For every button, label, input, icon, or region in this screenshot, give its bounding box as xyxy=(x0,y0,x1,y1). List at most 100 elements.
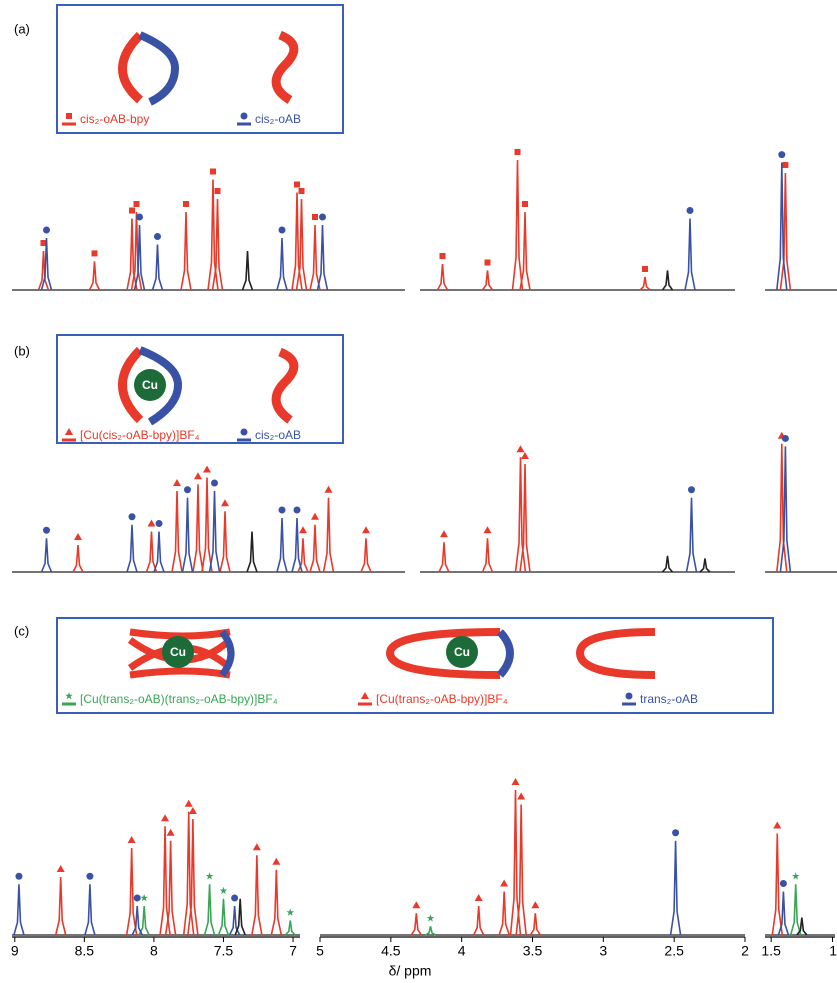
peak-marker xyxy=(136,213,143,221)
peak xyxy=(529,913,542,936)
peak xyxy=(246,531,258,573)
peak xyxy=(776,443,788,573)
legend-label: [Cu(trans₂-oAB)(trans₂-oAB-bpy)]BF₄ xyxy=(80,692,278,706)
peak xyxy=(37,250,50,291)
peak xyxy=(771,833,784,936)
peak-marker xyxy=(298,188,305,194)
peak-marker xyxy=(40,240,47,246)
peak xyxy=(436,263,449,291)
x-tick-label: 3 xyxy=(599,943,607,959)
peak xyxy=(72,544,84,573)
svg-text:Cu: Cu xyxy=(142,378,158,392)
legend-box-a xyxy=(56,4,344,134)
peak xyxy=(777,891,790,936)
peak-marker xyxy=(66,113,72,119)
peak xyxy=(639,276,651,291)
peak-marker xyxy=(155,520,163,527)
x-axis-label: δ/ ppm xyxy=(389,963,432,979)
peak xyxy=(40,237,53,291)
peak-marker xyxy=(642,266,648,272)
peak xyxy=(40,538,53,573)
peak-marker xyxy=(15,872,23,880)
peak xyxy=(192,484,204,573)
legend-label: [Cu(cis₂-oAB-bpy)]BF₄ xyxy=(80,428,200,442)
peak xyxy=(217,898,230,936)
peak-marker xyxy=(127,836,136,843)
peak xyxy=(661,555,674,573)
peak-marker xyxy=(278,226,286,234)
peak xyxy=(126,524,138,573)
peak-marker xyxy=(531,901,540,909)
peak-marker xyxy=(522,201,528,207)
panel-label: (a) xyxy=(14,21,30,36)
x-tick-label: 2.5 xyxy=(664,943,684,959)
legend-label: cis₂-oAB xyxy=(255,428,301,442)
x-tick-label: 7 xyxy=(289,943,297,959)
peak-marker xyxy=(779,880,787,887)
peak xyxy=(699,558,711,573)
peak-marker xyxy=(278,506,286,514)
peak xyxy=(54,876,67,936)
peak-marker xyxy=(183,201,189,207)
peak-marker xyxy=(672,829,680,837)
peak-marker xyxy=(211,479,218,487)
panel-label: (b) xyxy=(14,343,30,358)
peak-marker xyxy=(173,479,181,486)
peak-marker xyxy=(426,914,435,922)
peak xyxy=(472,905,485,936)
svg-text:Cu: Cu xyxy=(454,645,470,659)
peak-marker xyxy=(219,886,228,894)
peak xyxy=(164,840,177,936)
peak xyxy=(276,517,288,573)
peak-marker xyxy=(231,894,239,902)
panel-label: (c) xyxy=(14,623,29,638)
peak-marker xyxy=(514,149,521,155)
peak-marker xyxy=(773,821,782,829)
peak-marker xyxy=(781,434,789,442)
peak-marker xyxy=(203,465,211,473)
peak-marker xyxy=(65,428,73,435)
legend-box-c: Cu Cu xyxy=(56,617,774,714)
peak xyxy=(84,884,96,936)
peak-marker xyxy=(129,207,135,214)
peak xyxy=(284,920,296,936)
peak-marker xyxy=(147,519,156,527)
x-tick-label: 5 xyxy=(316,943,324,959)
legend-label: cis₂-oAB-bpy xyxy=(80,112,149,126)
peak-marker xyxy=(324,485,333,493)
peak xyxy=(228,905,241,936)
peak xyxy=(151,244,164,291)
peak xyxy=(138,905,150,936)
peak xyxy=(481,538,494,573)
peak-marker xyxy=(778,151,786,159)
peak-marker xyxy=(133,894,141,902)
peak-marker xyxy=(184,799,193,807)
peak-marker xyxy=(312,214,318,220)
peak xyxy=(153,531,165,573)
peak xyxy=(180,211,192,291)
peak xyxy=(438,542,450,573)
peak-marker xyxy=(161,814,170,822)
peak-marker xyxy=(210,168,216,175)
peak xyxy=(276,237,288,291)
peak xyxy=(182,811,195,936)
legend-label: trans₂-oAB xyxy=(640,692,698,706)
peak xyxy=(322,497,335,573)
peak-marker xyxy=(299,526,307,534)
peak-marker xyxy=(517,792,526,800)
legend-box-b: Cu xyxy=(56,334,344,444)
peak-marker xyxy=(484,259,491,266)
peak-marker xyxy=(474,894,483,901)
peak-marker xyxy=(252,843,261,851)
legend-label: [Cu(trans₂-oAB-bpy)]BF₄ xyxy=(376,692,508,706)
peak-marker xyxy=(791,872,800,880)
peak xyxy=(211,198,224,291)
peak-marker xyxy=(782,162,789,168)
peak xyxy=(13,884,25,936)
x-tick-label: 4 xyxy=(458,943,466,959)
peak-marker xyxy=(272,857,281,865)
x-tick-label: 1.5 xyxy=(761,943,781,959)
peak xyxy=(481,270,494,291)
peak xyxy=(295,198,308,291)
peak-marker xyxy=(500,879,509,887)
